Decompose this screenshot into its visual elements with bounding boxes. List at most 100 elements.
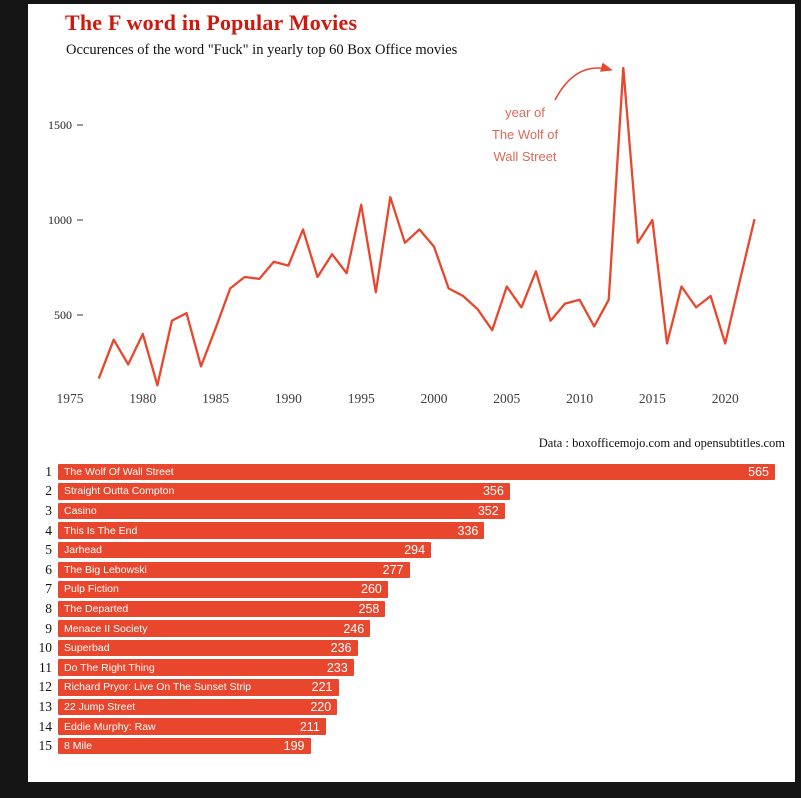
line-series bbox=[97, 66, 756, 387]
x-tick-label: 1975 bbox=[57, 391, 84, 406]
rank-label: 5 bbox=[45, 542, 52, 558]
movie-bar: Do The Right Thing 233 bbox=[58, 659, 354, 676]
bar-row: 1 The Wolf Of Wall Street 565 bbox=[34, 462, 789, 482]
x-tick-label: 1980 bbox=[129, 391, 156, 406]
rank-label: 11 bbox=[39, 659, 52, 675]
bar-row: 15 8 Mile 199 bbox=[34, 736, 789, 756]
movie-title: Superbad bbox=[64, 642, 110, 655]
x-tick-label: 1985 bbox=[202, 391, 229, 406]
bar-chart: 1 The Wolf Of Wall Street 565 2 Straight Out… bbox=[34, 462, 789, 756]
count-value: 211 bbox=[299, 719, 320, 734]
bar-row: 12 Richard Pryor: Live On The Sunset Stri… bbox=[34, 678, 789, 698]
bar-row: 3 Casino 352 bbox=[34, 501, 789, 521]
count-value: 199 bbox=[283, 739, 305, 754]
count-value: 258 bbox=[358, 601, 380, 616]
count-value: 294 bbox=[404, 543, 426, 558]
movie-bar: Menace II Society 246 bbox=[58, 620, 371, 637]
movie-bar: The Big Lebowski 277 bbox=[58, 561, 410, 579]
y-tick-label: 1000 bbox=[48, 213, 72, 227]
count-value: 356 bbox=[482, 484, 504, 499]
movie-bar: The Wolf Of Wall Street 565 bbox=[58, 463, 775, 481]
movie-bar: Jarhead 294 bbox=[58, 541, 432, 559]
count-value: 220 bbox=[310, 699, 332, 714]
count-value: 221 bbox=[311, 680, 333, 695]
movie-title: Jarhead bbox=[64, 544, 102, 557]
bar-row: 8 The Departed 258 bbox=[34, 599, 789, 619]
movie-title: Do The Right Thing bbox=[64, 661, 155, 674]
x-tick-label: 1995 bbox=[348, 391, 375, 406]
annotation-line: The Wolf of bbox=[492, 127, 559, 142]
movie-bar: Richard Pryor: Live On The Sunset Strip 2… bbox=[58, 679, 339, 696]
rank-label: 2 bbox=[45, 483, 52, 499]
count-value: 246 bbox=[343, 621, 365, 636]
bar-row: 14 Eddie Murphy: Raw 211 bbox=[34, 717, 789, 737]
x-tick-label: 1990 bbox=[275, 391, 302, 406]
bar-row: 2 Straight Outta Compton 356 bbox=[34, 482, 789, 502]
movie-title: 22 Jump Street bbox=[64, 700, 136, 713]
rank-label: 1 bbox=[45, 463, 52, 479]
movie-title: The Big Lebowski bbox=[64, 563, 147, 576]
count-value: 336 bbox=[457, 523, 479, 538]
x-tick-label: 2020 bbox=[712, 391, 739, 406]
movie-title: 8 Mile bbox=[64, 740, 93, 753]
movie-bar: The Departed 258 bbox=[58, 600, 386, 618]
movie-title: The Departed bbox=[64, 602, 129, 615]
rank-label: 13 bbox=[38, 698, 53, 714]
movie-bar: This Is The End 336 bbox=[58, 522, 485, 539]
x-tick-label: 2000 bbox=[421, 391, 448, 406]
movie-title: Casino bbox=[64, 504, 97, 517]
annotation-arrow bbox=[554, 62, 613, 101]
movie-bar: Superbad 236 bbox=[58, 639, 358, 657]
movie-title: This Is The End bbox=[64, 524, 138, 537]
count-value: 260 bbox=[361, 582, 382, 597]
x-tick-label: 2005 bbox=[493, 391, 520, 406]
movie-title: Eddie Murphy: Raw bbox=[64, 720, 156, 733]
count-value: 233 bbox=[326, 660, 348, 675]
rank-label: 7 bbox=[45, 581, 52, 597]
data-source: Data : boxofficemojo.com and opensubtitl… bbox=[538, 436, 785, 450]
annotation-line: Wall Street bbox=[493, 149, 556, 164]
movie-title: Pulp Fiction bbox=[64, 583, 119, 596]
x-tick-label: 2010 bbox=[566, 391, 593, 406]
bar-row: 5 Jarhead 294 bbox=[34, 540, 789, 560]
movie-bar: Eddie Murphy: Raw 211 bbox=[58, 718, 326, 735]
count-value: 277 bbox=[382, 562, 404, 577]
rank-label: 4 bbox=[45, 522, 52, 538]
rank-label: 15 bbox=[38, 738, 53, 754]
movie-title: Richard Pryor: Live On The Sunset Strip bbox=[64, 681, 252, 694]
movie-bar: Casino 352 bbox=[58, 502, 505, 520]
bar-row: 9 Menace II Society 246 bbox=[34, 619, 789, 639]
bar-row: 11 Do The Right Thing 233 bbox=[34, 658, 789, 678]
count-value: 565 bbox=[748, 464, 769, 479]
bar-row: 13 22 Jump Street 220 bbox=[34, 697, 789, 717]
movie-bar: Straight Outta Compton 356 bbox=[58, 483, 510, 500]
page-title: The F word in Popular Movies bbox=[65, 10, 358, 35]
y-tick-label: 1500 bbox=[48, 118, 72, 132]
y-tick-label: 500 bbox=[54, 308, 72, 322]
movie-bar: Pulp Fiction 260 bbox=[58, 581, 388, 598]
rank-label: 10 bbox=[38, 640, 53, 656]
count-value: 352 bbox=[477, 503, 499, 518]
rank-label: 3 bbox=[45, 502, 52, 518]
rank-label: 12 bbox=[38, 679, 53, 695]
rank-label: 8 bbox=[45, 600, 52, 616]
rank-label: 14 bbox=[38, 718, 53, 734]
movie-bar: 8 Mile 199 bbox=[58, 737, 311, 755]
rank-label: 6 bbox=[45, 561, 52, 577]
movie-bar: 22 Jump Street 220 bbox=[58, 698, 338, 716]
bar-row: 10 Superbad 236 bbox=[34, 638, 789, 658]
bar-row: 4 This Is The End 336 bbox=[34, 521, 789, 541]
annotation-line: year of bbox=[505, 105, 545, 120]
movie-title: Menace II Society bbox=[64, 622, 148, 635]
count-value: 236 bbox=[330, 641, 352, 656]
infographic-canvas: The F word in Popular Movies Occurences … bbox=[28, 4, 795, 782]
movie-title: The Wolf Of Wall Street bbox=[64, 465, 174, 478]
bar-row: 7 Pulp Fiction 260 bbox=[34, 580, 789, 600]
movie-title: Straight Outta Compton bbox=[64, 485, 175, 498]
bar-row: 6 The Big Lebowski 277 bbox=[34, 560, 789, 580]
rank-label: 9 bbox=[45, 620, 52, 636]
line-chart: 500 1000 1500 1975 1980 1985 1990 1995 2000 2005 2… bbox=[48, 62, 756, 406]
page-subtitle: Occurences of the word "Fuck" in yearly … bbox=[66, 42, 458, 58]
x-tick-label: 2015 bbox=[639, 391, 666, 406]
